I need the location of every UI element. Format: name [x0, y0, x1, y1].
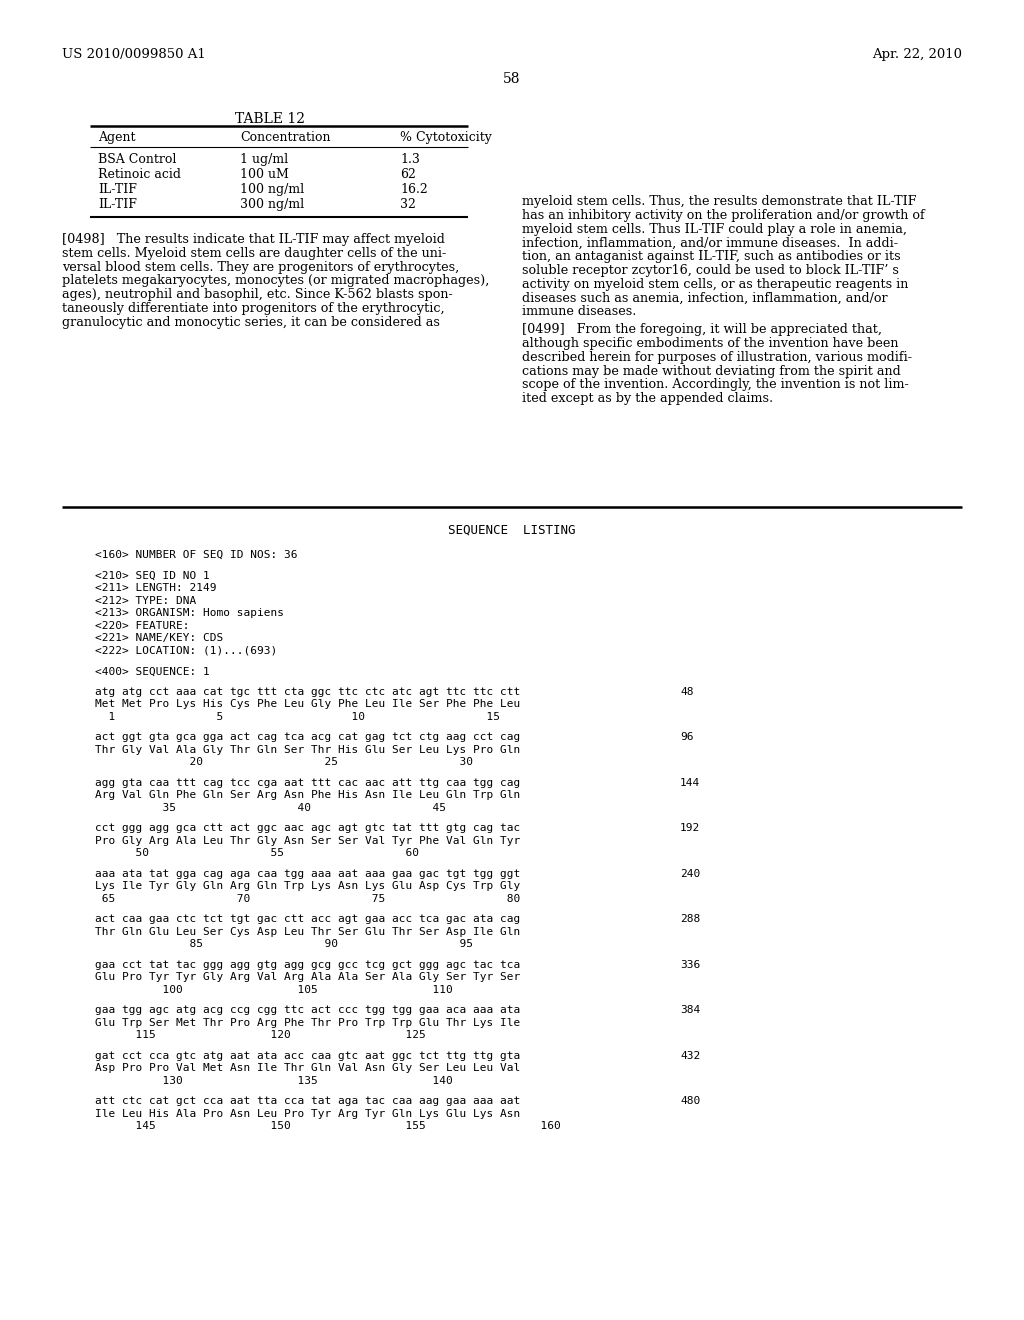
Text: 35                  40                  45: 35 40 45 [95, 803, 446, 813]
Text: Retinoic acid: Retinoic acid [98, 168, 181, 181]
Text: diseases such as anemia, infection, inflammation, and/or: diseases such as anemia, infection, infl… [522, 292, 888, 305]
Text: 480: 480 [680, 1096, 700, 1106]
Text: <211> LENGTH: 2149: <211> LENGTH: 2149 [95, 583, 216, 593]
Text: 432: 432 [680, 1051, 700, 1061]
Text: Pro Gly Arg Ala Leu Thr Gly Asn Ser Ser Val Tyr Phe Val Gln Tyr: Pro Gly Arg Ala Leu Thr Gly Asn Ser Ser … [95, 836, 520, 846]
Text: 96: 96 [680, 733, 693, 742]
Text: Arg Val Gln Phe Gln Ser Arg Asn Phe His Asn Ile Leu Gln Trp Gln: Arg Val Gln Phe Gln Ser Arg Asn Phe His … [95, 791, 520, 800]
Text: has an inhibitory activity on the proliferation and/or growth of: has an inhibitory activity on the prolif… [522, 209, 925, 222]
Text: <213> ORGANISM: Homo sapiens: <213> ORGANISM: Homo sapiens [95, 609, 284, 618]
Text: <210> SEQ ID NO 1: <210> SEQ ID NO 1 [95, 570, 210, 581]
Text: aaa ata tat gga cag aga caa tgg aaa aat aaa gaa gac tgt tgg ggt: aaa ata tat gga cag aga caa tgg aaa aat … [95, 869, 520, 879]
Text: infection, inflammation, and/or immune diseases.  In addi-: infection, inflammation, and/or immune d… [522, 236, 898, 249]
Text: % Cytotoxicity: % Cytotoxicity [400, 131, 492, 144]
Text: taneously differentiate into progenitors of the erythrocytic,: taneously differentiate into progenitors… [62, 302, 444, 315]
Text: Thr Gln Glu Leu Ser Cys Asp Leu Thr Ser Glu Thr Ser Asp Ile Gln: Thr Gln Glu Leu Ser Cys Asp Leu Thr Ser … [95, 927, 520, 937]
Text: Asp Pro Pro Val Met Asn Ile Thr Gln Val Asn Gly Ser Leu Leu Val: Asp Pro Pro Val Met Asn Ile Thr Gln Val … [95, 1063, 520, 1073]
Text: act caa gaa ctc tct tgt gac ctt acc agt gaa acc tca gac ata cag: act caa gaa ctc tct tgt gac ctt acc agt … [95, 915, 520, 924]
Text: myeloid stem cells. Thus IL-TIF could play a role in anemia,: myeloid stem cells. Thus IL-TIF could pl… [522, 223, 907, 235]
Text: 288: 288 [680, 915, 700, 924]
Text: 192: 192 [680, 824, 700, 833]
Text: 100 uM: 100 uM [240, 168, 289, 181]
Text: act ggt gta gca gga act cag tca acg cat gag tct ctg aag cct cag: act ggt gta gca gga act cag tca acg cat … [95, 733, 520, 742]
Text: 240: 240 [680, 869, 700, 879]
Text: immune diseases.: immune diseases. [522, 305, 636, 318]
Text: 58: 58 [503, 73, 521, 86]
Text: TABLE 12: TABLE 12 [234, 112, 305, 125]
Text: <212> TYPE: DNA: <212> TYPE: DNA [95, 595, 197, 606]
Text: scope of the invention. Accordingly, the invention is not lim-: scope of the invention. Accordingly, the… [522, 379, 908, 392]
Text: granulocytic and monocytic series, it can be considered as: granulocytic and monocytic series, it ca… [62, 315, 440, 329]
Text: 65                  70                  75                  80: 65 70 75 80 [95, 894, 520, 904]
Text: described herein for purposes of illustration, various modifi-: described herein for purposes of illustr… [522, 351, 912, 364]
Text: Apr. 22, 2010: Apr. 22, 2010 [872, 48, 962, 61]
Text: although specific embodiments of the invention have been: although specific embodiments of the inv… [522, 337, 898, 350]
Text: 20                  25                  30: 20 25 30 [95, 758, 473, 767]
Text: IL-TIF: IL-TIF [98, 198, 137, 211]
Text: Lys Ile Tyr Gly Gln Arg Gln Trp Lys Asn Lys Glu Asp Cys Trp Gly: Lys Ile Tyr Gly Gln Arg Gln Trp Lys Asn … [95, 882, 520, 891]
Text: 50                  55                  60: 50 55 60 [95, 849, 419, 858]
Text: <400> SEQUENCE: 1: <400> SEQUENCE: 1 [95, 667, 210, 676]
Text: 1               5                   10                  15: 1 5 10 15 [95, 711, 500, 722]
Text: <222> LOCATION: (1)...(693): <222> LOCATION: (1)...(693) [95, 645, 278, 656]
Text: US 2010/0099850 A1: US 2010/0099850 A1 [62, 48, 206, 61]
Text: 130                 135                 140: 130 135 140 [95, 1076, 453, 1086]
Text: Thr Gly Val Ala Gly Thr Gln Ser Thr His Glu Ser Leu Lys Pro Gln: Thr Gly Val Ala Gly Thr Gln Ser Thr His … [95, 744, 520, 755]
Text: gat cct cca gtc atg aat ata acc caa gtc aat ggc tct ttg ttg gta: gat cct cca gtc atg aat ata acc caa gtc … [95, 1051, 520, 1061]
Text: 144: 144 [680, 777, 700, 788]
Text: stem cells. Myeloid stem cells are daughter cells of the uni-: stem cells. Myeloid stem cells are daugh… [62, 247, 446, 260]
Text: Met Met Pro Lys His Cys Phe Leu Gly Phe Leu Ile Ser Phe Phe Leu: Met Met Pro Lys His Cys Phe Leu Gly Phe … [95, 700, 520, 709]
Text: <221> NAME/KEY: CDS: <221> NAME/KEY: CDS [95, 634, 223, 643]
Text: atg atg cct aaa cat tgc ttt cta ggc ttc ctc atc agt ttc ttc ctt: atg atg cct aaa cat tgc ttt cta ggc ttc … [95, 686, 520, 697]
Text: 300 ng/ml: 300 ng/ml [240, 198, 304, 211]
Text: Glu Pro Tyr Tyr Gly Arg Val Arg Ala Ala Ser Ala Gly Ser Tyr Ser: Glu Pro Tyr Tyr Gly Arg Val Arg Ala Ala … [95, 973, 520, 982]
Text: 100                 105                 110: 100 105 110 [95, 985, 453, 995]
Text: 336: 336 [680, 960, 700, 970]
Text: gaa tgg agc atg acg ccg cgg ttc act ccc tgg tgg gaa aca aaa ata: gaa tgg agc atg acg ccg cgg ttc act ccc … [95, 1006, 520, 1015]
Text: <220> FEATURE:: <220> FEATURE: [95, 620, 189, 631]
Text: cations may be made without deviating from the spirit and: cations may be made without deviating fr… [522, 364, 901, 378]
Text: agg gta caa ttt cag tcc cga aat ttt cac aac att ttg caa tgg cag: agg gta caa ttt cag tcc cga aat ttt cac … [95, 777, 520, 788]
Text: 115                 120                 125: 115 120 125 [95, 1030, 426, 1040]
Text: 85                  90                  95: 85 90 95 [95, 940, 473, 949]
Text: Ile Leu His Ala Pro Asn Leu Pro Tyr Arg Tyr Gln Lys Glu Lys Asn: Ile Leu His Ala Pro Asn Leu Pro Tyr Arg … [95, 1109, 520, 1119]
Text: Agent: Agent [98, 131, 135, 144]
Text: 62: 62 [400, 168, 416, 181]
Text: 1 ug/ml: 1 ug/ml [240, 153, 288, 166]
Text: BSA Control: BSA Control [98, 153, 176, 166]
Text: SEQUENCE  LISTING: SEQUENCE LISTING [449, 524, 575, 537]
Text: 1.3: 1.3 [400, 153, 420, 166]
Text: 100 ng/ml: 100 ng/ml [240, 183, 304, 195]
Text: [0499]   From the foregoing, it will be appreciated that,: [0499] From the foregoing, it will be ap… [522, 323, 882, 337]
Text: tion, an antaganist against IL-TIF, such as antibodies or its: tion, an antaganist against IL-TIF, such… [522, 251, 901, 263]
Text: 32: 32 [400, 198, 416, 211]
Text: activity on myeloid stem cells, or as therapeutic reagents in: activity on myeloid stem cells, or as th… [522, 277, 908, 290]
Text: Concentration: Concentration [240, 131, 331, 144]
Text: myeloid stem cells. Thus, the results demonstrate that IL-TIF: myeloid stem cells. Thus, the results de… [522, 195, 916, 209]
Text: [0498]   The results indicate that IL-TIF may affect myeloid: [0498] The results indicate that IL-TIF … [62, 234, 444, 246]
Text: soluble receptor zcytor16, could be used to block IL-TIF’ s: soluble receptor zcytor16, could be used… [522, 264, 899, 277]
Text: att ctc cat gct cca aat tta cca tat aga tac caa aag gaa aaa aat: att ctc cat gct cca aat tta cca tat aga … [95, 1096, 520, 1106]
Text: Glu Trp Ser Met Thr Pro Arg Phe Thr Pro Trp Trp Glu Thr Lys Ile: Glu Trp Ser Met Thr Pro Arg Phe Thr Pro … [95, 1018, 520, 1028]
Text: 16.2: 16.2 [400, 183, 428, 195]
Text: gaa cct tat tac ggg agg gtg agg gcg gcc tcg gct ggg agc tac tca: gaa cct tat tac ggg agg gtg agg gcg gcc … [95, 960, 520, 970]
Text: 384: 384 [680, 1006, 700, 1015]
Text: platelets megakaryocytes, monocytes (or migrated macrophages),: platelets megakaryocytes, monocytes (or … [62, 275, 489, 288]
Text: 48: 48 [680, 686, 693, 697]
Text: versal blood stem cells. They are progenitors of erythrocytes,: versal blood stem cells. They are progen… [62, 260, 459, 273]
Text: 145                 150                 155                 160: 145 150 155 160 [95, 1121, 561, 1131]
Text: ited except as by the appended claims.: ited except as by the appended claims. [522, 392, 773, 405]
Text: cct ggg agg gca ctt act ggc aac agc agt gtc tat ttt gtg cag tac: cct ggg agg gca ctt act ggc aac agc agt … [95, 824, 520, 833]
Text: IL-TIF: IL-TIF [98, 183, 137, 195]
Text: ages), neutrophil and basophil, etc. Since K-562 blasts spon-: ages), neutrophil and basophil, etc. Sin… [62, 288, 453, 301]
Text: <160> NUMBER OF SEQ ID NOS: 36: <160> NUMBER OF SEQ ID NOS: 36 [95, 550, 298, 560]
